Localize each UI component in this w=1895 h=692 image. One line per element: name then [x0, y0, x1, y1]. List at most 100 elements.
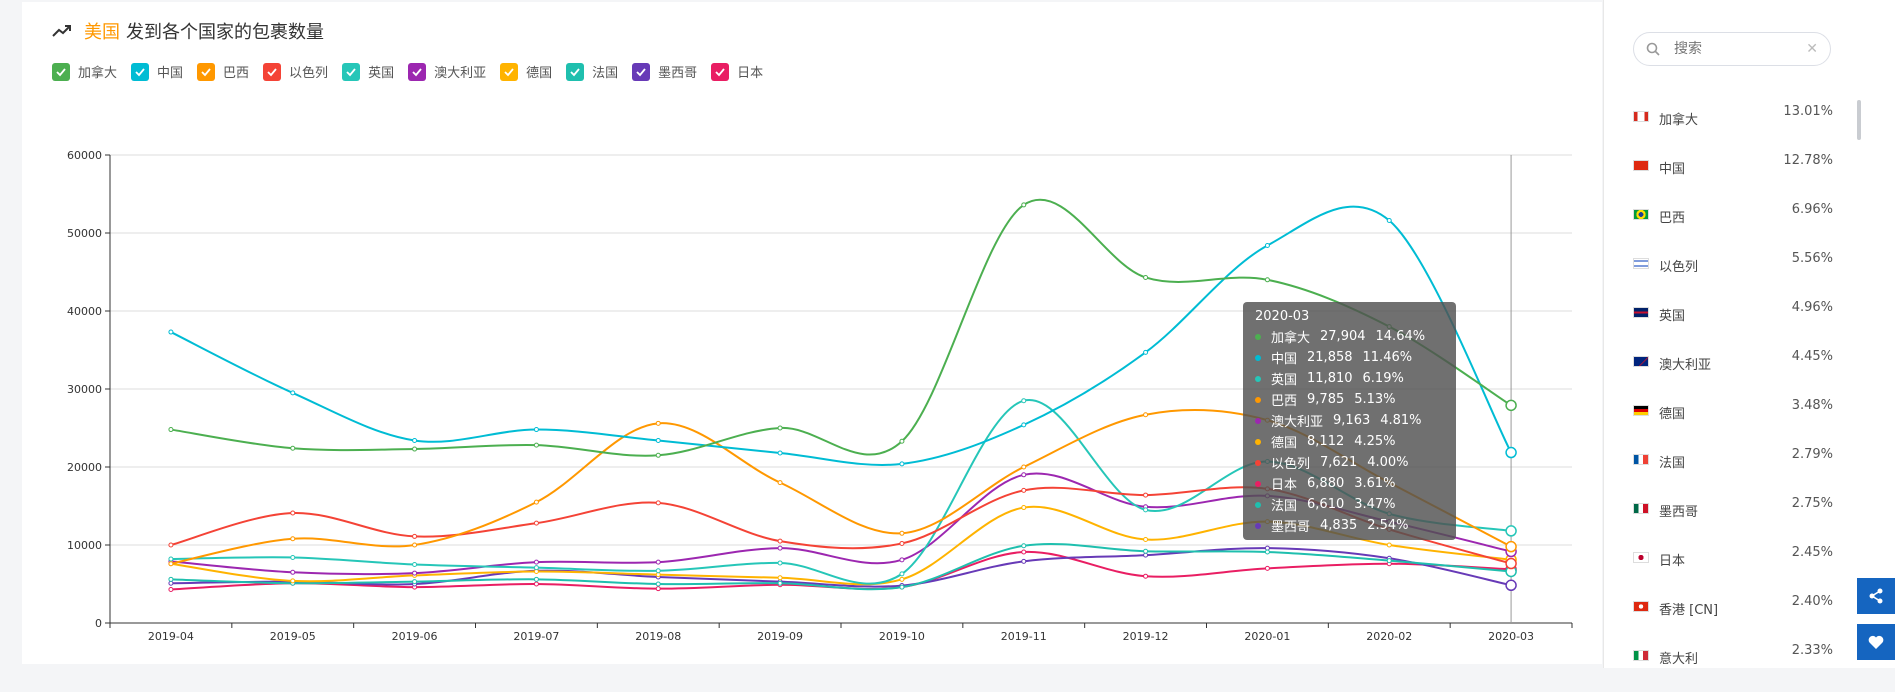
data-point [1386, 558, 1392, 564]
tooltip-value: 7,621 [1320, 455, 1358, 470]
flag-il-icon [1633, 258, 1649, 269]
legend-label: 中国 [157, 66, 184, 81]
data-point [290, 536, 296, 542]
country-percentage: 3.48% [1791, 398, 1833, 413]
legend-item[interactable]: 以色列 [263, 62, 328, 81]
legend-item[interactable]: 法国 [566, 62, 618, 81]
y-tick-label: 20000 [67, 461, 102, 474]
checkbox-icon[interactable] [263, 62, 282, 81]
country-percentage: 4.45% [1791, 349, 1833, 364]
tooltip-value: 4,835 [1320, 518, 1358, 533]
data-point [777, 580, 783, 586]
data-point [1143, 548, 1149, 554]
data-point [533, 442, 539, 448]
search-box[interactable]: ✕ [1633, 32, 1831, 66]
flag-br-icon [1633, 209, 1649, 220]
search-input[interactable] [1672, 40, 1796, 58]
legend-item[interactable]: 英国 [342, 62, 394, 81]
data-point [655, 437, 661, 443]
data-point [533, 520, 539, 526]
tooltip-name: 日本 [1271, 478, 1298, 493]
tooltip-name: 巴西 [1271, 394, 1298, 409]
chart-tooltip: 2020-03 加拿大 27,904 14.64% 中国 21,858 11.46% 英国 1… [1243, 302, 1456, 540]
legend-item[interactable]: 墨西哥 [632, 62, 697, 81]
country-percentage: 13.01% [1783, 104, 1833, 119]
data-point [533, 499, 539, 505]
legend-item[interactable]: 日本 [711, 62, 763, 81]
checkbox-icon[interactable] [566, 62, 585, 81]
country-list-item[interactable]: 日本 2.45% [1633, 545, 1833, 594]
data-point [1143, 507, 1149, 513]
tooltip-name: 英国 [1271, 373, 1298, 388]
legend-label: 墨西哥 [658, 66, 698, 81]
tooltip-value: 11,810 [1307, 371, 1353, 386]
flag-cn-icon [1633, 160, 1649, 171]
country-list-item[interactable]: 法国 2.79% [1633, 447, 1833, 496]
legend-item[interactable]: 德国 [500, 62, 552, 81]
tooltip-value: 9,785 [1307, 392, 1345, 407]
legend-item[interactable]: 加拿大 [52, 62, 117, 81]
checkbox-icon[interactable] [52, 62, 70, 81]
close-icon[interactable]: ✕ [1806, 41, 1818, 57]
data-point [412, 437, 418, 443]
data-point [1386, 542, 1392, 548]
data-point [1143, 573, 1149, 579]
data-point [899, 571, 905, 577]
country-list-item[interactable]: 墨西哥 2.75% [1633, 496, 1833, 545]
data-point [655, 420, 661, 426]
country-list-item[interactable]: 英国 4.96% [1633, 300, 1833, 349]
country-list-item[interactable]: 中国 12.78% [1633, 153, 1833, 202]
legend-item[interactable]: 中国 [131, 62, 183, 81]
checkbox-icon[interactable] [197, 62, 216, 81]
series-line [170, 547, 1512, 588]
country-list-item[interactable]: 以色列 5.56% [1633, 251, 1833, 300]
favorite-button[interactable] [1857, 624, 1895, 660]
tooltip-row: 中国 21,858 11.46% [1255, 347, 1444, 368]
data-point [533, 565, 539, 571]
country-list-item[interactable]: 加拿大 13.01% [1633, 104, 1833, 153]
country-name: 加拿大 [1659, 113, 1699, 128]
data-point [168, 586, 174, 592]
country-list-item[interactable]: 香港 [CN] 2.40% [1633, 594, 1833, 643]
data-point [412, 570, 418, 576]
tooltip-dot [1255, 480, 1261, 487]
data-point [777, 545, 783, 551]
country-list-item[interactable]: 意大利 2.33% [1633, 643, 1833, 692]
country-percentage: 6.96% [1791, 202, 1833, 217]
y-tick-label: 0 [95, 617, 102, 630]
checkbox-icon[interactable] [500, 62, 519, 81]
legend-label: 德国 [526, 66, 553, 81]
data-point [899, 438, 905, 444]
data-point [412, 579, 418, 585]
country-list-item[interactable]: 澳大利亚 4.45% [1633, 349, 1833, 398]
checkbox-icon[interactable] [342, 62, 361, 81]
country-percentage: 2.79% [1791, 447, 1833, 462]
country-name: 意大利 [1659, 652, 1699, 667]
checkbox-icon[interactable] [408, 62, 427, 81]
country-percentage: 4.96% [1791, 300, 1833, 315]
legend-item[interactable]: 澳大利亚 [408, 62, 486, 81]
legend-item[interactable]: 巴西 [197, 62, 249, 81]
country-name: 英国 [1659, 309, 1686, 324]
checkbox-icon[interactable] [131, 62, 150, 81]
tooltip-row: 墨西哥 4,835 2.54% [1255, 515, 1444, 536]
y-tick-label: 30000 [67, 383, 102, 396]
data-point [1264, 565, 1270, 571]
checkbox-icon[interactable] [632, 62, 651, 81]
legend-label: 巴西 [223, 66, 250, 81]
country-list-item[interactable]: 巴西 6.96% [1633, 202, 1833, 251]
checkbox-icon[interactable] [711, 62, 730, 81]
data-point [1021, 398, 1027, 404]
data-point [777, 560, 783, 566]
scrollbar-thumb[interactable] [1857, 100, 1861, 140]
data-point [899, 540, 905, 546]
data-point [1021, 464, 1027, 470]
y-tick-label: 60000 [67, 149, 102, 162]
data-point [290, 554, 296, 560]
tooltip-row: 澳大利亚 9,163 4.81% [1255, 410, 1444, 431]
country-percentage: 2.45% [1791, 545, 1833, 560]
share-button[interactable] [1857, 578, 1895, 614]
country-list-item[interactable]: 德国 3.48% [1633, 398, 1833, 447]
title-text: 发到各个国家的包裹数量 [126, 22, 324, 43]
heart-icon [1868, 635, 1884, 649]
